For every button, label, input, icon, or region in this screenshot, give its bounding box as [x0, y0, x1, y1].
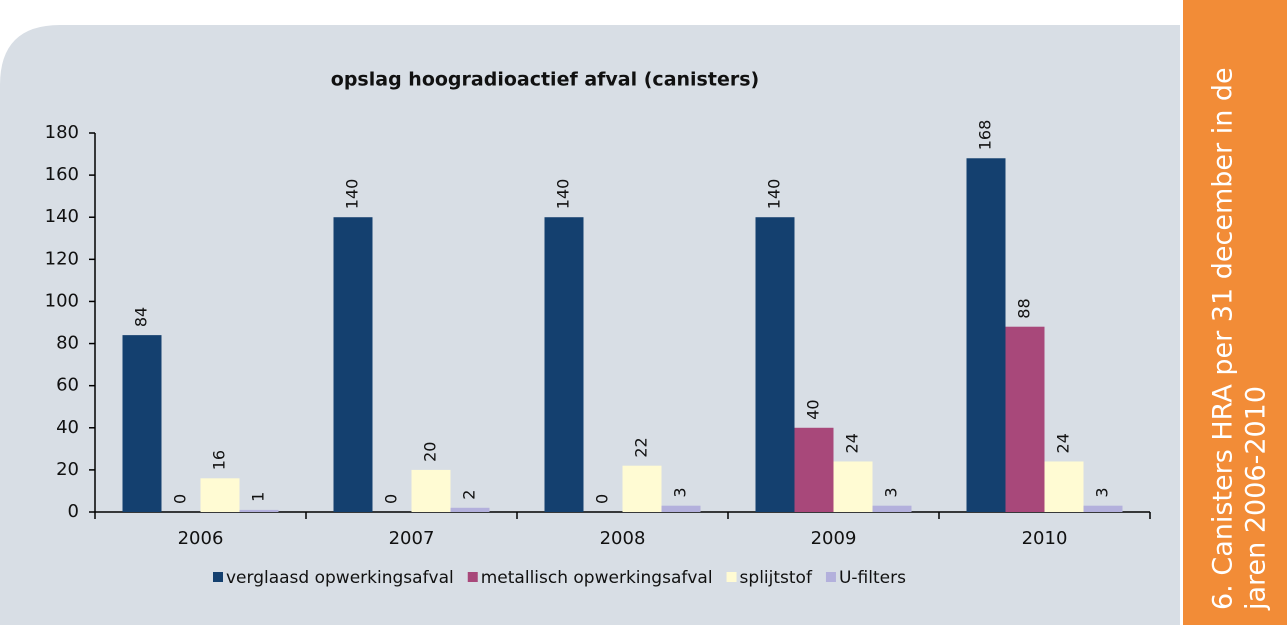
sidebar-line: 6. Canisters HRA per 31 december in de: [1208, 67, 1239, 610]
y-tick-label: 60: [56, 375, 79, 396]
data-label: 0: [171, 494, 190, 504]
y-tick-label: 20: [56, 459, 79, 480]
legend-swatch: [467, 572, 478, 582]
data-label: 168: [976, 120, 995, 151]
bar: [622, 465, 662, 512]
bar: [1083, 505, 1123, 512]
bar: [794, 427, 834, 512]
data-label: 16: [210, 450, 229, 470]
y-tick-label: 40: [56, 417, 79, 438]
x-tick-label: 2006: [178, 528, 224, 549]
bar: [1005, 326, 1045, 512]
bar: [966, 158, 1006, 512]
data-label: 84: [132, 307, 151, 327]
legend-label: verglaasd opwerkingsafval: [226, 568, 454, 588]
data-label: 140: [343, 179, 362, 210]
legend-swatch: [726, 572, 737, 582]
legend-label: U-filters: [839, 568, 906, 588]
y-tick-label: 80: [56, 333, 79, 354]
data-label: 140: [554, 179, 573, 210]
data-label: 3: [671, 487, 690, 497]
data-label: 3: [882, 487, 901, 497]
panel: [0, 25, 1180, 625]
bar: [544, 217, 584, 512]
data-label: 20: [421, 442, 440, 462]
chart-title: opslag hoogradioactief afval (canisters): [331, 69, 759, 91]
data-label: 88: [1015, 298, 1034, 318]
bar: [200, 478, 240, 512]
data-label: 140: [765, 179, 784, 210]
data-label: 22: [632, 437, 651, 457]
y-tick-label: 180: [45, 122, 79, 143]
data-label: 2: [460, 490, 479, 500]
bar: [755, 217, 795, 512]
bar: [122, 335, 162, 512]
sidebar-line: jaren 2006-2010: [1241, 386, 1272, 611]
data-label: 40: [804, 399, 823, 419]
y-tick-label: 0: [68, 501, 79, 522]
legend-label: splijtstof: [740, 568, 813, 588]
bar: [872, 505, 912, 512]
bar: [450, 507, 490, 512]
y-tick-label: 140: [45, 206, 79, 227]
bar: [333, 217, 373, 512]
data-label: 0: [593, 494, 612, 504]
y-tick-label: 120: [45, 248, 79, 269]
y-tick-label: 160: [45, 164, 79, 185]
x-tick-label: 2008: [600, 528, 646, 549]
data-label: 24: [1054, 433, 1073, 453]
y-tick-label: 100: [45, 290, 79, 311]
data-label: 3: [1093, 487, 1112, 497]
x-tick-label: 2010: [1022, 528, 1068, 549]
data-label: 24: [843, 433, 862, 453]
bar: [833, 461, 873, 512]
data-label: 0: [382, 494, 401, 504]
sidebar: [1183, 0, 1287, 625]
data-label: 1: [249, 492, 268, 502]
bar: [239, 509, 279, 512]
x-tick-label: 2009: [811, 528, 857, 549]
x-tick-label: 2007: [389, 528, 435, 549]
legend-swatch: [825, 572, 836, 582]
bar: [661, 505, 701, 512]
bar: [1044, 461, 1084, 512]
legend-label: metallisch opwerkingsafval: [481, 568, 713, 588]
legend-swatch: [213, 572, 223, 582]
bar: [411, 469, 451, 512]
